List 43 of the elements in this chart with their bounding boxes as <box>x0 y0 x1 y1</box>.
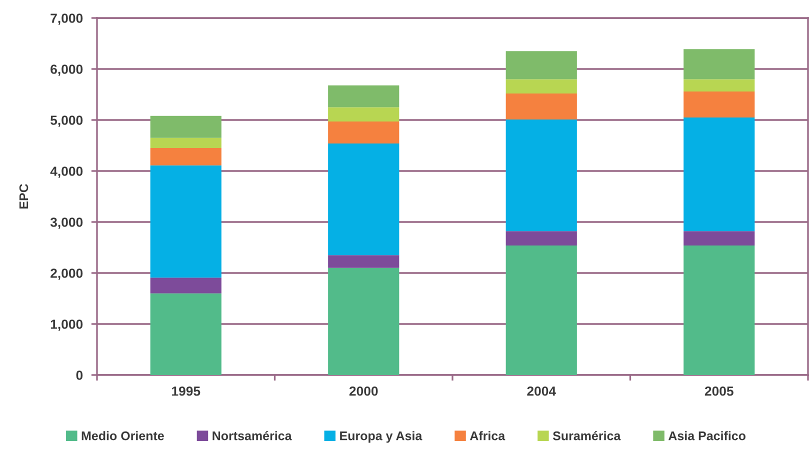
bar <box>150 165 222 278</box>
bar <box>506 93 577 120</box>
bar <box>506 245 577 375</box>
legend-label: Asia Pacifico <box>668 431 746 440</box>
bar <box>150 148 222 166</box>
bar <box>684 117 755 232</box>
bar <box>506 119 577 232</box>
y-tick-label: 2,000 <box>50 268 83 280</box>
x-tick-label: 1995 <box>172 386 200 396</box>
legend-label: Medio Oriente <box>82 431 164 440</box>
bar <box>328 255 400 268</box>
bar <box>150 116 222 138</box>
bar <box>506 51 577 80</box>
x-tick-label: 2004 <box>527 386 556 396</box>
bar <box>684 245 755 375</box>
bar <box>328 122 400 144</box>
y-tick-label: 0 <box>76 370 83 380</box>
y-axis-title: EPC <box>19 184 28 209</box>
bar <box>684 49 755 80</box>
bar <box>506 231 577 246</box>
y-tick-label: 1,000 <box>50 320 83 331</box>
bar <box>328 107 400 122</box>
legend-label: Europa y Asia <box>340 431 422 443</box>
bar <box>328 85 400 108</box>
y-tick-label: 4,000 <box>50 166 83 178</box>
legend-label: Nortsamérica <box>212 430 292 440</box>
bar <box>150 293 222 375</box>
y-tick-label: 5,000 <box>50 116 83 127</box>
bar <box>150 138 222 148</box>
bar <box>684 79 755 92</box>
bar <box>328 268 400 375</box>
bar <box>150 278 222 294</box>
x-tick-label: 2000 <box>349 386 378 396</box>
y-tick-label: 6,000 <box>50 64 83 76</box>
bar <box>506 79 577 94</box>
y-tick-label: 7,000 <box>50 14 83 25</box>
legend-label: Africa <box>470 431 506 440</box>
x-tick-label: 2005 <box>704 386 734 396</box>
legend-label: Suramérica <box>552 430 621 440</box>
bar <box>328 143 400 256</box>
y-tick-label: 3,000 <box>50 218 83 229</box>
bar <box>684 231 755 246</box>
bar <box>684 91 755 118</box>
